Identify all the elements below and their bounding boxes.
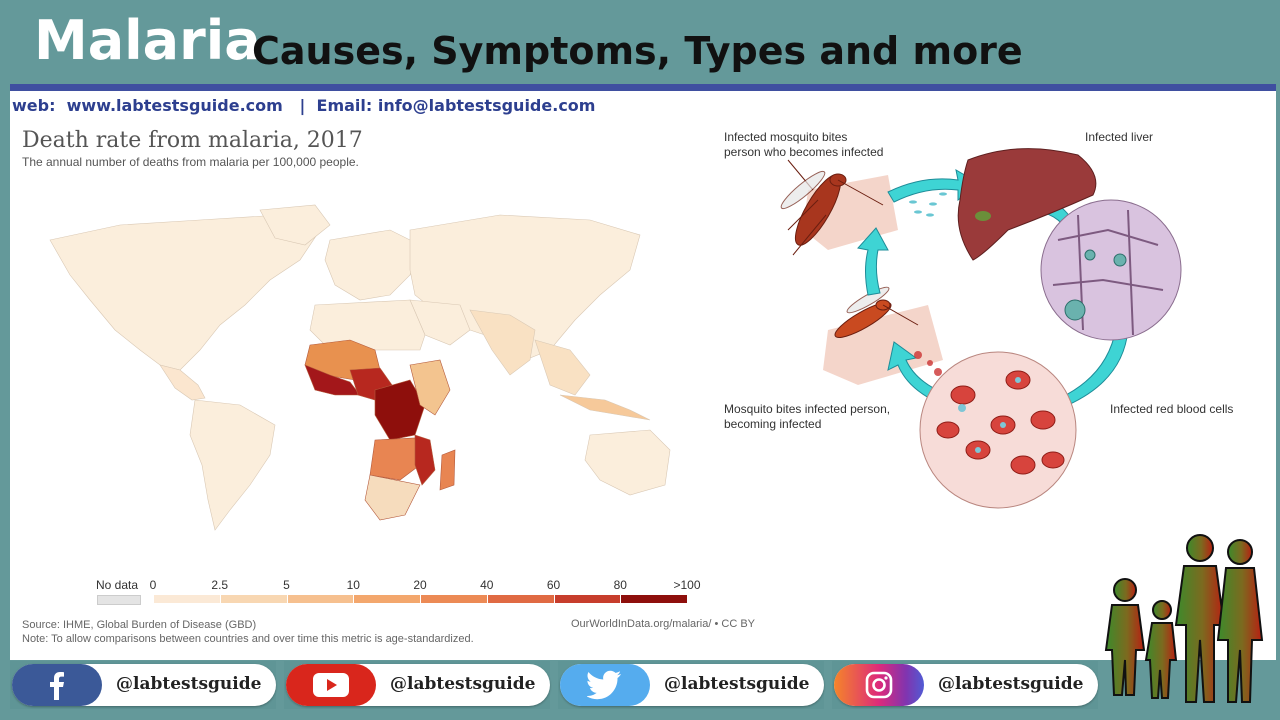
legend-no-data-swatch [97,595,141,605]
chart-subtitle: The annual number of deaths from malaria… [22,155,359,169]
legend-break-label: 60 [546,578,561,592]
social-bar: @labtestsguide @labtestsguide @labtestsg… [10,660,1276,712]
region-mozambique [414,434,436,486]
legend-break-label: 0 [149,578,157,592]
legend-break-label: 80 [613,578,627,592]
social-pill: @labtestsguide [286,664,550,706]
youtube-handle: @labtestsguide [390,674,536,694]
region-central-america [159,364,206,401]
family-silhouette-icon [1104,534,1264,703]
liver-icon [957,148,1097,261]
chart-credit-link[interactable]: OurWorldInData.org/malaria/ • CC BY [571,618,755,630]
legend-swatch [153,595,220,603]
label-infected-rbc: Infected red blood cells [1110,402,1234,416]
region-madagascar [439,449,456,491]
region-north-africa [309,299,426,351]
instagram-icon [865,671,893,699]
infected-rbc-parasites [958,377,1021,453]
lifecycle-illustration [780,148,1182,509]
social-twitter[interactable]: @labtestsguide [558,661,824,709]
legend-break-label: 10 [346,578,360,592]
liver-cells-circle [1040,199,1182,341]
instagram-handle: @labtestsguide [938,674,1084,694]
legend-swatch [553,595,621,603]
social-instagram[interactable]: @labtestsguide [832,661,1098,709]
label-infected-liver: Infected liver [1085,130,1154,144]
social-youtube[interactable]: @labtestsguide [284,661,550,709]
facebook-badge [12,664,102,706]
region-south-america [189,399,276,531]
schizont-cells [1064,249,1127,321]
youtube-badge [286,664,376,706]
instagram-badge [834,664,924,706]
social-pill: @labtestsguide [834,664,1098,706]
legend-swatch [420,595,487,603]
page-subtitle: Causes, Symptoms, Types and more [252,29,1023,73]
region-southern-africa [364,474,421,521]
legend-break-label: >100 [673,578,701,592]
legend-swatch [486,595,554,603]
legend-swatch [286,595,354,603]
legend-swatch [353,595,420,603]
header: Malaria Causes, Symptoms, Types and more [0,0,1280,84]
legend-no-data-label: No data [95,578,139,592]
twitter-icon [587,670,621,700]
region-south-central-africa [369,437,421,481]
facebook-icon [50,672,64,700]
world-map [49,204,671,531]
map-legend: No data 0 2.5 5 10 20 40 60 80 >100 [95,575,705,615]
skin-patch-bottom [823,305,943,385]
page-title: Malaria [34,9,261,72]
region-europe [324,229,421,301]
chart-title: Death rate from malaria, 2017 [22,128,363,153]
merozoites-release [914,351,942,376]
label-bite-infected: Mosquito bites infected person, becoming… [724,402,891,431]
legend-break-label: 20 [413,578,427,592]
region-greenland [259,204,331,246]
twitter-badge [560,664,650,706]
label-bite-healthy: Infected mosquito bites person who becom… [724,130,884,159]
note-line: Note: To allow comparisons between count… [22,633,474,645]
region-south-asia [469,309,536,376]
contact-line: web: www.labtestsguide.com | Email: info… [12,96,596,115]
region-indonesia [559,394,651,421]
social-pill: @labtestsguide [560,664,824,706]
source-line: Source: IHME, Global Burden of Disease (… [22,619,257,631]
mosquito-icon-top [780,159,884,256]
malaria-lifecycle-diagram: Infected mosquito bites person who becom… [718,120,1278,520]
facebook-handle: @labtestsguide [116,674,262,694]
youtube-icon [313,673,349,697]
chart-source: Source: IHME, Global Burden of Disease (… [22,618,474,646]
social-pill: @labtestsguide [12,664,276,706]
legend-break-label: 2.5 [211,578,229,592]
region-north-america [49,214,321,371]
region-east-africa [409,359,451,416]
gallbladder-icon [975,211,991,221]
legend-swatch [620,595,687,603]
arrow-mosquito-up [857,227,889,296]
twitter-handle: @labtestsguide [664,674,810,694]
social-facebook[interactable]: @labtestsguide [10,661,276,709]
legend-break-label: 5 [283,578,290,592]
region-australia [584,429,671,496]
header-divider [10,84,1276,91]
legend-break-label: 40 [480,578,494,592]
region-southeast-asia [534,339,591,396]
legend-swatch [219,595,287,603]
